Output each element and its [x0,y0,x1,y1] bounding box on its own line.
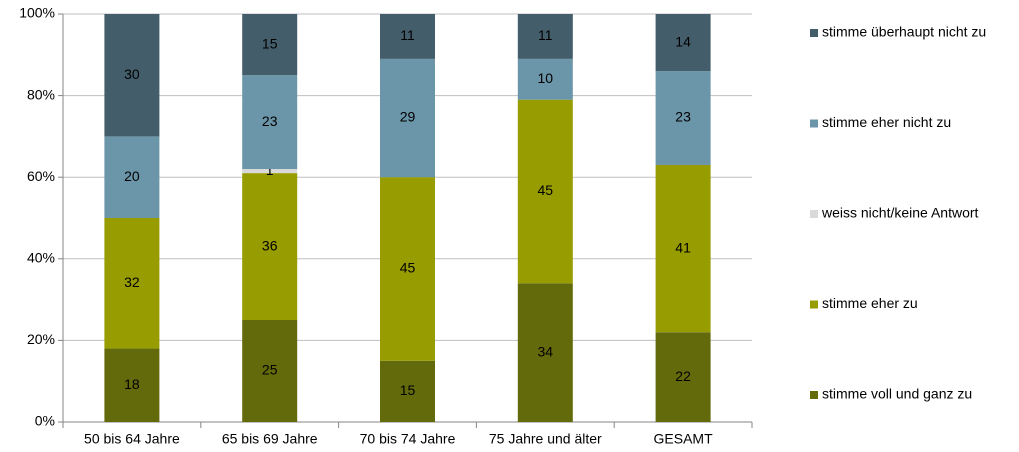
data-label: 23 [262,113,278,129]
bar-segment [242,14,298,76]
data-label: 36 [262,237,278,253]
x-tick-label: 70 bis 74 Jahre [360,431,456,447]
bar-segment [242,320,298,422]
bar-segment [104,136,160,218]
data-label: 10 [538,70,554,86]
data-label: 45 [538,182,554,198]
bar-segment [380,360,435,422]
data-label: 11 [400,27,415,43]
bar-segment [655,332,711,422]
bar-segment [380,14,435,59]
legend-label: stimme eher nicht zu [822,114,951,130]
x-tick-label: 75 Jahre und älter [489,431,602,447]
y-tick-label: 0% [35,413,55,429]
data-label: 18 [124,376,140,392]
bar-segment [242,169,298,174]
data-label: 41 [675,239,691,255]
bar-segment [380,58,435,178]
data-label: 14 [675,33,691,49]
legend-swatch [810,119,818,128]
bar-segment [517,99,573,284]
data-label: 1 [266,162,274,178]
bar-segment [104,14,160,137]
bar-segment [242,173,298,320]
bar-segment [655,71,711,165]
data-label: 30 [124,66,140,82]
bar-segment [242,75,298,170]
y-tick-label: 100% [19,5,55,21]
x-tick-label: GESAMT [654,431,714,447]
legend-label: stimme voll und ganz zu [822,386,972,402]
bar-segment [104,348,160,422]
y-tick-label: 60% [27,168,55,184]
y-tick-label: 40% [27,250,55,266]
legend-swatch [810,300,818,309]
bar-segment [517,14,573,59]
data-label: 29 [400,109,416,125]
legend-label: stimme eher zu [822,295,918,311]
data-label: 32 [124,274,140,290]
data-label: 22 [675,368,691,384]
bar-segment [517,58,573,100]
bar-segment [517,283,573,422]
legend-swatch [810,210,818,218]
data-label: 15 [400,382,416,398]
data-label: 20 [124,168,140,184]
data-label: 11 [538,27,553,43]
y-tick-label: 80% [27,86,55,102]
bar-segment [104,218,160,349]
x-tick-label: 65 bis 69 Jahre [222,431,318,447]
x-tick-label: 50 bis 64 Jahre [84,431,180,447]
legend-label: stimme überhaupt nicht zu [822,24,986,40]
legend-label: weiss nicht/keine Antwort [821,205,979,221]
y-tick-label: 20% [27,331,55,347]
bar-segment [380,177,435,361]
legend-swatch [810,391,818,399]
data-label: 45 [400,260,416,276]
legend-swatch [810,29,818,37]
data-label: 23 [675,109,691,125]
data-label: 25 [262,362,278,378]
data-label: 34 [538,343,554,359]
data-label: 15 [262,35,278,51]
bar-segment [655,14,711,72]
bar-segment [655,164,711,333]
